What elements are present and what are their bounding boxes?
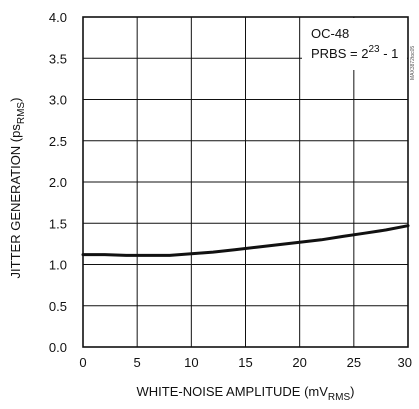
y-tick-label: 1.0 (49, 258, 67, 273)
x-tick-label: 25 (347, 355, 361, 370)
annotation-line-2: PRBS = 223 - 1 (311, 44, 398, 61)
x-tick-label: 10 (184, 355, 198, 370)
series-line-0 (81, 224, 410, 257)
y-axis-title-main: JITTER GENERATION (ps (8, 124, 23, 279)
y-tick-label: 2.0 (49, 175, 67, 190)
y-tick-label: 0.5 (49, 299, 67, 314)
y-tick-label: 3.0 (49, 93, 67, 108)
y-axis-title-end: ) (8, 98, 23, 102)
x-tick-label: 5 (134, 355, 141, 370)
x-axis-title-main: WHITE-NOISE AMPLITUDE (mV (137, 384, 329, 399)
y-tick-label: 4.0 (49, 10, 67, 25)
series-layer (81, 224, 410, 257)
x-axis-title-subscript: RMS (328, 392, 351, 403)
y-tick-label: 1.5 (49, 216, 67, 231)
x-axis-title-end: ) (350, 384, 354, 399)
x-tick-label: 20 (292, 355, 306, 370)
tick-labels: 0 5 10 15 20 25 30 0.0 0.5 1.0 1.5 2.0 2.5 3.0 3.5 4.0 (49, 10, 412, 370)
y-axis-title-subscript: RMS (16, 102, 27, 125)
y-tick-label: 2.5 (49, 134, 67, 149)
annotation-line-2-suffix: - 1 (380, 46, 399, 61)
annotation-line-1: OC-48 (311, 26, 349, 41)
x-tick-label: 0 (79, 355, 86, 370)
plot-frame (82, 16, 409, 348)
grid-layer (83, 17, 408, 347)
y-tick-label: 3.5 (49, 51, 67, 66)
y-tick-label: 0.0 (49, 340, 67, 355)
x-tick-label: 30 (398, 355, 412, 370)
annotation-line-2-prefix: PRBS = 2 (311, 46, 368, 61)
annotation-background (302, 18, 407, 70)
x-tick-label: 15 (238, 355, 252, 370)
figure-code-watermark: MAX3872toc05 (410, 46, 416, 80)
y-axis-title: JITTER GENERATION (psRMS) (8, 98, 27, 279)
annotation-line-2-superscript: 23 (368, 44, 380, 55)
x-axis-title: WHITE-NOISE AMPLITUDE (mVRMS) (137, 384, 355, 403)
